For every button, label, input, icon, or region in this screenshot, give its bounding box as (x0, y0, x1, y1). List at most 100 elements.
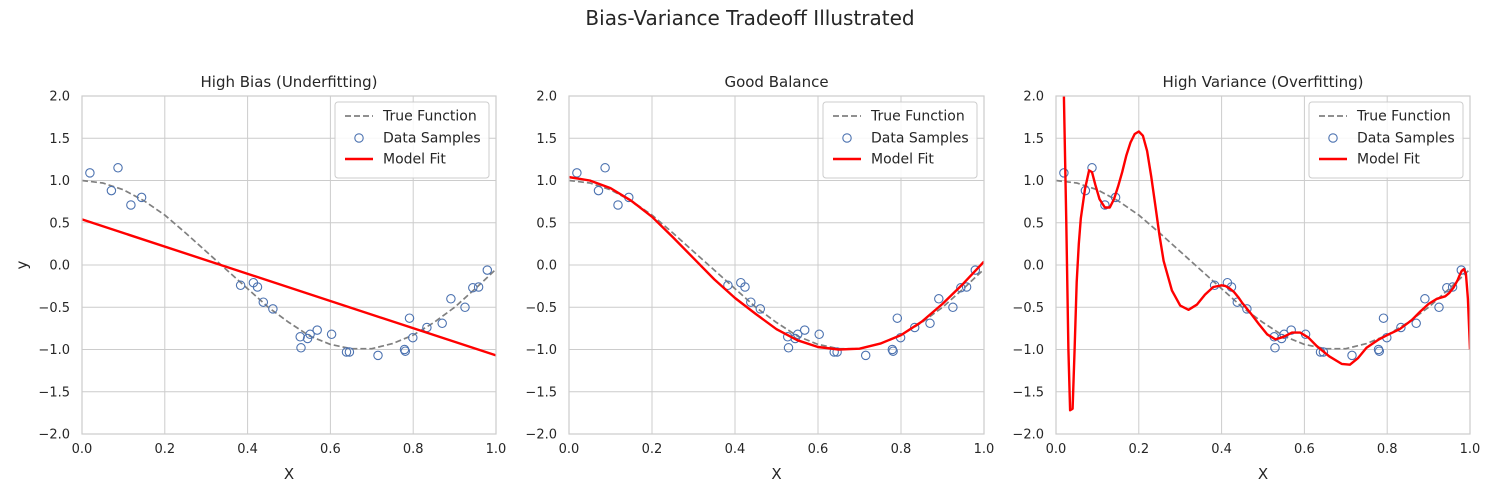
data-sample-point (468, 283, 478, 293)
x-tick-label: 0.4 (725, 442, 746, 457)
y-tick-label: 1.0 (536, 174, 557, 189)
panel-title: High Bias (Underfitting) (201, 73, 378, 91)
data-sample-point (1447, 282, 1458, 292)
data-sample-point (473, 282, 484, 292)
data-sample-point (1442, 283, 1452, 293)
data-sample-point (934, 294, 944, 304)
data-sample-point (422, 322, 432, 333)
legend: True Function Data Samples Model Fit (334, 101, 490, 179)
plot-area (569, 163, 984, 361)
panel-1: 0.0 0.2 0.4 0.6 0.8 1.0 −2.0 −1.5 −1.0 −0.5 0.0 0.5… (13, 73, 506, 483)
y-tick-label: 2.0 (536, 90, 557, 105)
data-sample-point (956, 283, 966, 293)
data-sample-point (312, 325, 322, 335)
legend-label: True Function (382, 109, 477, 125)
panel-3: 0.0 0.2 0.4 0.6 0.8 1.0 −2.0 −1.5 −1.0 −0.5 0.0 0.5… (1012, 73, 1480, 483)
y-tick-label: −2.0 (38, 428, 70, 443)
legend-box (1308, 101, 1464, 179)
data-sample-point (1100, 200, 1110, 210)
data-sample-point (1434, 302, 1444, 313)
legend-label: Model Fit (871, 152, 934, 168)
y-tick-label: 0.5 (536, 216, 557, 231)
legend-samples-swatch (354, 133, 364, 143)
y-tick-label: 0.5 (1023, 216, 1044, 231)
y-tick-label: −2.0 (525, 428, 557, 443)
data-sample-point (446, 294, 456, 304)
data-sample-point (755, 304, 766, 314)
data-sample-point (860, 350, 871, 361)
data-sample-point (113, 163, 123, 173)
data-sample-point (85, 168, 95, 178)
data-sample-point (925, 318, 935, 329)
y-tick-label: −1.5 (525, 385, 557, 400)
legend-label: True Function (870, 109, 965, 125)
model-fit-line (1062, 96, 1470, 412)
data-sample-point (1420, 294, 1430, 304)
legend-samples-swatch (1328, 133, 1338, 143)
x-axis-label: X (284, 465, 294, 483)
data-sample-point (892, 313, 903, 323)
data-sample-point (1242, 304, 1252, 314)
data-sample-point (832, 347, 842, 357)
y-tick-label: −1.0 (38, 343, 70, 358)
data-sample-point (126, 200, 136, 210)
data-sample-point (723, 280, 733, 291)
plot-area (82, 163, 496, 361)
true-function-line (82, 179, 496, 350)
model-fit-line (82, 218, 496, 357)
panel-2: 0.0 0.2 0.4 0.6 0.8 1.0 −2.0 −1.5 −1.0 −0.5 0.0 0.5… (525, 73, 994, 483)
x-tick-label: 0.8 (403, 442, 424, 457)
y-tick-label: −1.5 (1012, 385, 1044, 400)
x-tick-label: 1.0 (974, 442, 995, 457)
data-sample-point (888, 346, 898, 356)
data-sample-point (437, 318, 447, 329)
x-tick-label: 1.0 (1460, 442, 1481, 457)
axes-frame (1055, 95, 1471, 435)
y-tick-label: 0.0 (536, 259, 557, 274)
y-tick-label: 1.0 (1023, 174, 1044, 189)
data-sample-point (373, 350, 383, 361)
x-tick-label: 0.6 (808, 442, 829, 457)
data-sample-point (326, 329, 337, 340)
axes-frame (568, 95, 985, 435)
data-sample-point (235, 280, 246, 291)
legend-box (822, 101, 978, 179)
y-tick-label: −0.5 (525, 301, 557, 316)
y-axis-label: y (13, 260, 31, 269)
x-tick-label: 0.0 (72, 442, 93, 457)
legend-samples-swatch (842, 133, 852, 143)
data-sample-point (909, 322, 920, 333)
legend-label: Data Samples (383, 131, 481, 147)
x-tick-label: 0.0 (1046, 442, 1067, 457)
data-sample-point (1270, 343, 1280, 353)
data-sample-point (408, 332, 418, 343)
axes-frame (81, 95, 497, 435)
data-sample-point (572, 168, 582, 178)
x-axis-label: X (771, 465, 781, 483)
x-tick-label: 0.2 (642, 442, 663, 457)
data-sample-point (1396, 322, 1406, 333)
data-sample-point (460, 302, 470, 313)
y-tick-label: 1.0 (49, 174, 70, 189)
y-tick-label: −1.5 (38, 385, 70, 400)
x-axis-label: X (1258, 465, 1268, 483)
x-tick-label: 0.8 (1377, 442, 1398, 457)
y-tick-label: 0.0 (1023, 259, 1044, 274)
data-sample-point (783, 343, 794, 353)
data-sample-point (593, 185, 604, 196)
data-sample-point (1318, 347, 1329, 357)
data-sample-point (295, 332, 305, 342)
data-sample-point (970, 265, 981, 275)
data-sample-point (252, 282, 263, 292)
legend-box (334, 101, 490, 179)
x-tick-label: 0.6 (1294, 442, 1315, 457)
data-sample-point (268, 304, 278, 314)
data-sample-point (296, 343, 306, 353)
data-sample-point (613, 200, 623, 210)
figure-title: Bias-Variance Tradeoff Illustrated (585, 6, 915, 30)
data-sample-point (482, 265, 493, 275)
data-sample-point (305, 329, 315, 340)
data-sample-point (136, 192, 147, 203)
